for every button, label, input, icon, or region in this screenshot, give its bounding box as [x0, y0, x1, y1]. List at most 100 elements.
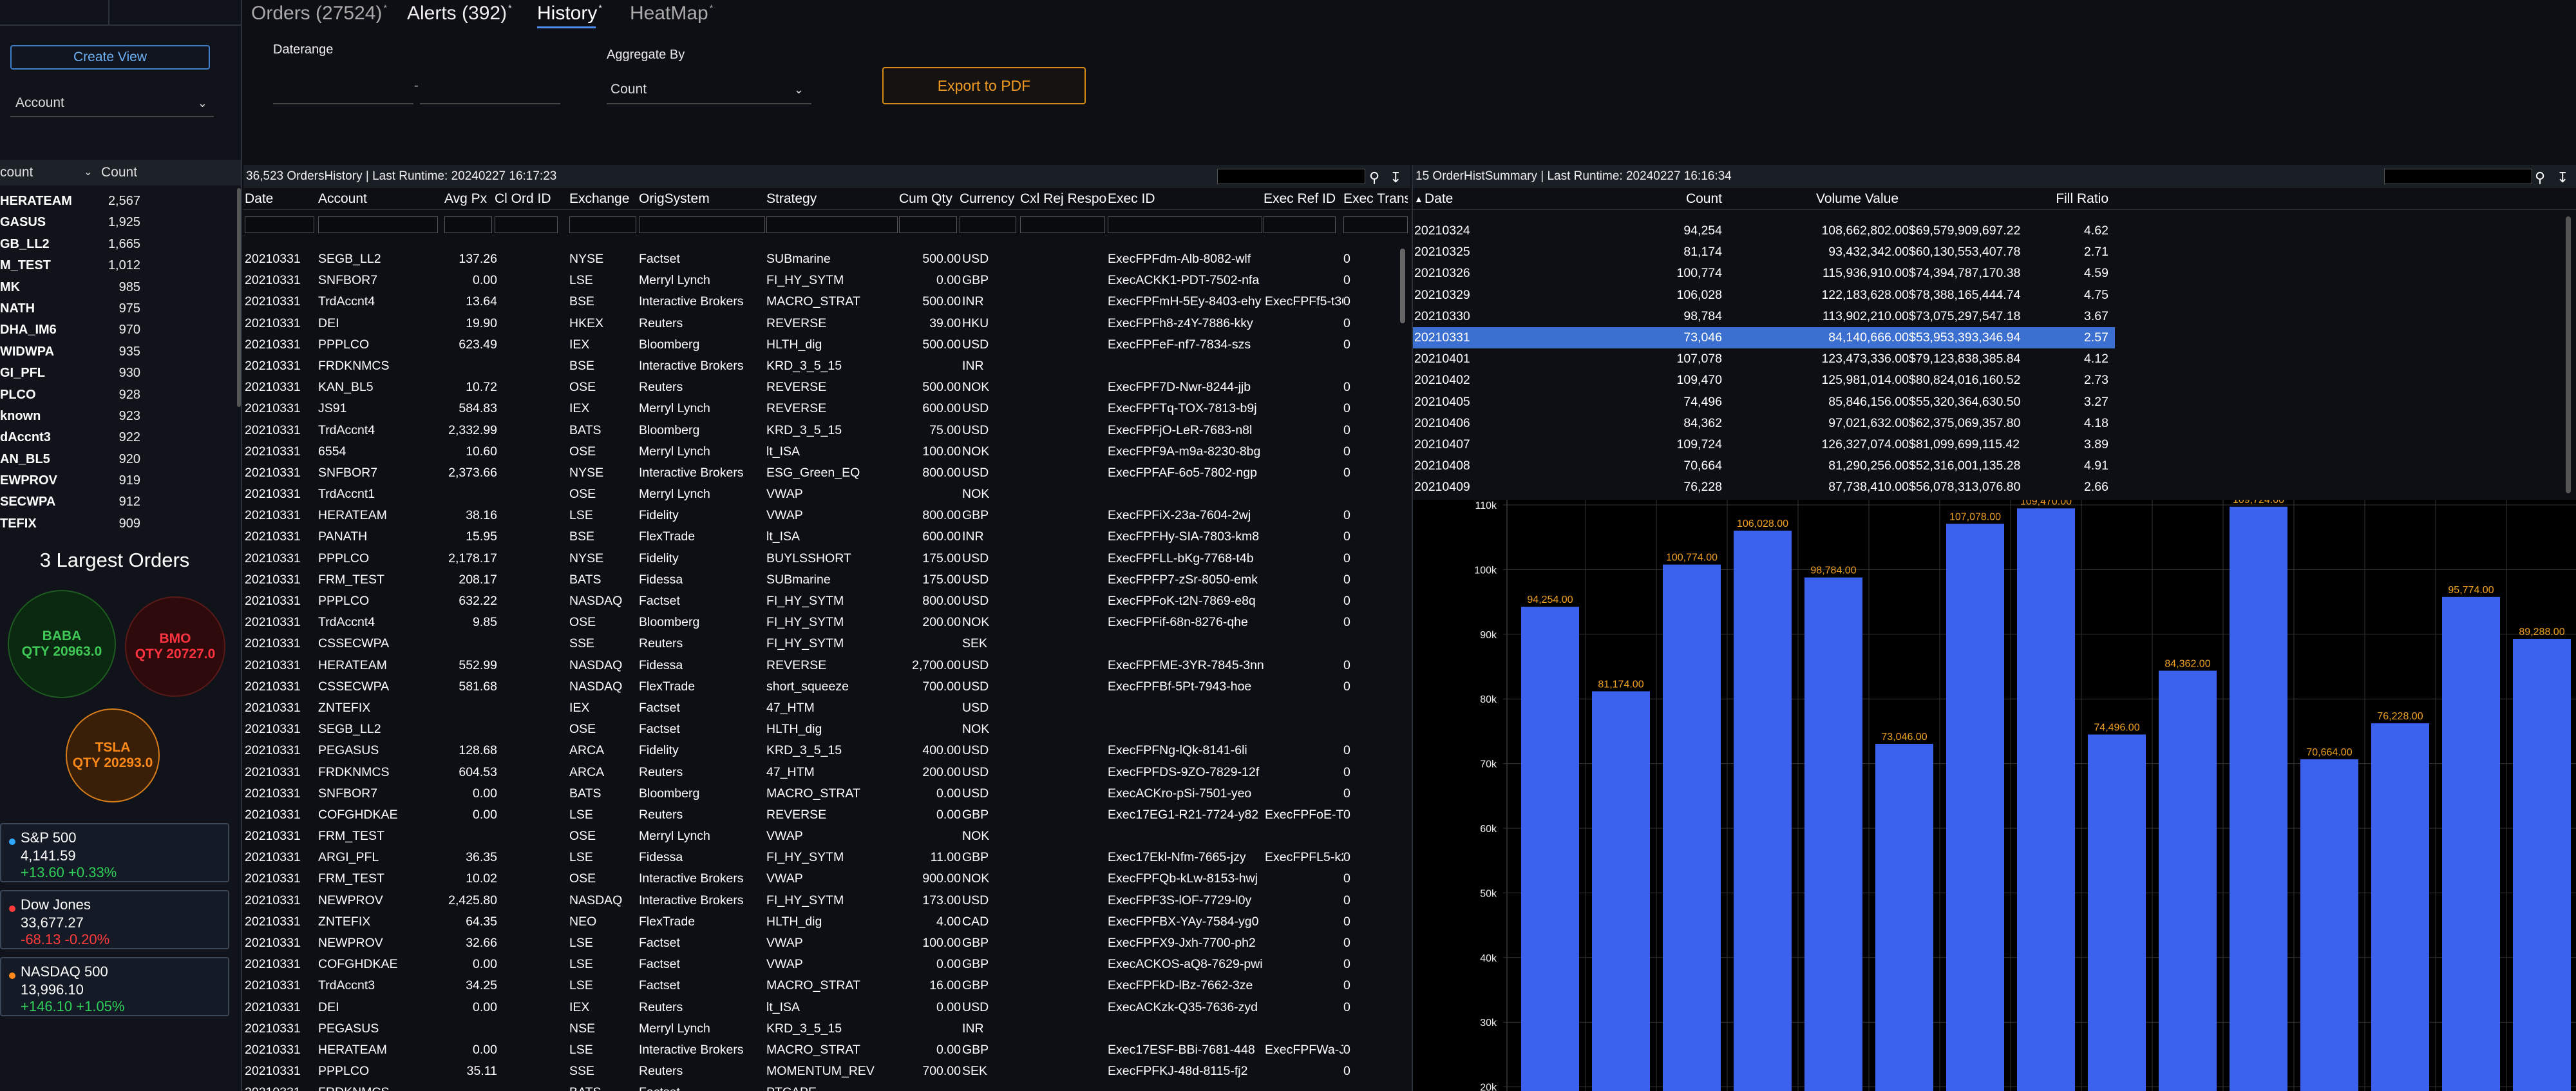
- column-header[interactable]: Date: [1425, 191, 1454, 206]
- chart-bar[interactable]: [2230, 506, 2287, 1091]
- largest-order-bubble[interactable]: TSLA QTY 20293.0: [66, 708, 160, 802]
- table-row[interactable]: 20210331 PPPLCO 623.49 IEX Bloomberg HLTH_dig…: [243, 334, 1410, 356]
- list-item[interactable]: GASUS 1,925: [0, 212, 241, 233]
- column-filter-input[interactable]: [318, 216, 438, 233]
- column-header-name[interactable]: count: [0, 165, 33, 180]
- table-row[interactable]: 20210331 NEWPROV 2,425.80 NASDAQ Interactive…: [243, 890, 1410, 911]
- history-search-input[interactable]: [1217, 169, 1365, 184]
- table-row[interactable]: 20210331 TrdAccnt1 OSE Merryl Lynch VWAP NOK: [243, 484, 1410, 505]
- chart-bar[interactable]: [1663, 564, 1721, 1091]
- table-row[interactable]: 20210325 81,174 93,432,342.00 $60,130,553,4…: [1413, 242, 2576, 263]
- table-row[interactable]: 20210331 DEI 0.00 IEX Reuters lt_ISA 0.00 USD Ex…: [243, 997, 1410, 1018]
- column-header[interactable]: Cxl Rej Respo: [1020, 191, 1107, 206]
- table-row[interactable]: 20210331 FRDKNMCS 604.53 ARCA Reuters 47_HTM 2…: [243, 762, 1410, 783]
- table-row[interactable]: 20210331 PPPLCO 35.11 SSE Reuters MOMENTUM_RE…: [243, 1061, 1410, 1082]
- aggregate-select[interactable]: Count ⌄: [607, 75, 811, 104]
- table-row[interactable]: 20210330 98,784 113,902,210.00 $73,075,297,…: [1413, 306, 2576, 327]
- column-header[interactable]: Strategy: [766, 191, 817, 206]
- column-header[interactable]: Currency: [960, 191, 1015, 206]
- table-row[interactable]: 20210331 FRM_TEST 208.17 BATS Fidessa SUBmari…: [243, 569, 1410, 591]
- list-item[interactable]: HERATEAM 2,567: [0, 191, 241, 212]
- column-filter-input[interactable]: [1343, 216, 1408, 233]
- column-header[interactable]: Date: [245, 191, 274, 206]
- column-header[interactable]: Count: [1685, 191, 1722, 206]
- table-row[interactable]: 20210331 NEWPROV 32.66 LSE Factset VWAP 100.00…: [243, 933, 1410, 954]
- column-filter-input[interactable]: [1264, 216, 1336, 233]
- chart-bar[interactable]: [2300, 759, 2358, 1091]
- list-item[interactable]: MK 985: [0, 277, 241, 298]
- table-row[interactable]: 20210408 70,664 81,290,256.00 $52,316,001,1…: [1413, 455, 2576, 477]
- table-row[interactable]: 20210331 DEI 19.90 HKEX Reuters REVERSE 39.00 H…: [243, 313, 1410, 334]
- table-row[interactable]: 20210401 107,078 123,473,336.00 $79,123,838…: [1413, 348, 2576, 370]
- table-row[interactable]: 20210324 94,254 108,662,802.00 $69,579,909,…: [1413, 220, 2576, 242]
- list-item[interactable]: NATH 975: [0, 298, 241, 319]
- chart-bar[interactable]: [1946, 524, 2004, 1091]
- column-header[interactable]: Cum Qty: [899, 191, 952, 206]
- table-row[interactable]: 20210331 HERATEAM 0.00 LSE Interactive Broke…: [243, 1039, 1410, 1061]
- table-row[interactable]: 20210331 TrdAccnt4 13.64 BSE Interactive Bro…: [243, 291, 1410, 312]
- scrollbar[interactable]: [2566, 216, 2571, 493]
- table-row[interactable]: 20210331 FRM_TEST 10.02 OSE Interactive Brok…: [243, 868, 1410, 889]
- chart-bar[interactable]: [2088, 734, 2146, 1091]
- index-card[interactable]: S&P 500 4,141.59 +13.60 +0.33%: [0, 823, 229, 882]
- table-row[interactable]: 20210331 SEGB_LL2 137.26 NYSE Factset SUBmari…: [243, 249, 1410, 270]
- table-row[interactable]: 20210331 ARGI_PFL 36.35 LSE Fidessa FI_HY_SYT…: [243, 847, 1410, 868]
- table-row[interactable]: 20210331 HERATEAM 38.16 LSE Fidelity VWAP 800.…: [243, 505, 1410, 526]
- table-row[interactable]: 20210331 73,046 84,140,666.00 $53,953,393,3…: [1413, 327, 2115, 349]
- chart-bar[interactable]: [2017, 508, 2075, 1091]
- column-filter-input[interactable]: [569, 216, 636, 233]
- download-icon[interactable]: ↧: [1390, 169, 1402, 185]
- table-row[interactable]: 20210329 106,028 122,183,628.00 $78,388,165…: [1413, 285, 2576, 306]
- column-header[interactable]: Cl Ord ID: [495, 191, 551, 206]
- table-row[interactable]: 20210331 CSSECWPA 581.68 NASDAQ FlexTrade sho…: [243, 676, 1410, 697]
- export-pdf-button[interactable]: Export to PDF: [882, 67, 1086, 104]
- table-row[interactable]: 20210326 100,774 115,936,910.00 $74,394,787…: [1413, 263, 2576, 284]
- list-item[interactable]: GB_LL2 1,665: [0, 234, 241, 255]
- column-header[interactable]: OrigSystem: [639, 191, 710, 206]
- download-icon[interactable]: ↧: [2557, 169, 2569, 185]
- column-filter-input[interactable]: [1020, 216, 1105, 233]
- date-to-input[interactable]: [420, 77, 560, 104]
- search-icon[interactable]: ⚲: [1369, 169, 1380, 185]
- tab-heatmap[interactable]: HeatMap *: [630, 3, 713, 24]
- list-item[interactable]: known 923: [0, 406, 241, 427]
- chart-bar[interactable]: [1875, 744, 1933, 1091]
- table-row[interactable]: 20210331 PEGASUS NSE Merryl Lynch KRD_3_5_15…: [243, 1018, 1410, 1039]
- table-row[interactable]: 20210331 PANATH 15.95 BSE FlexTrade lt_ISA 600…: [243, 526, 1410, 547]
- table-row[interactable]: 20210402 109,470 125,981,014.00 $80,824,016…: [1413, 370, 2576, 391]
- column-header[interactable]: Exec ID: [1108, 191, 1155, 206]
- table-row[interactable]: 20210331 SNFBOR7 0.00 LSE Merryl Lynch FI_HY_…: [243, 270, 1410, 291]
- list-item[interactable]: PLCO 928: [0, 384, 241, 406]
- table-row[interactable]: 20210331 SNFBOR7 2,373.66 NYSE Interactive B…: [243, 462, 1410, 484]
- chart-bar[interactable]: [1734, 530, 1792, 1091]
- column-filter-input[interactable]: [899, 216, 957, 233]
- list-item[interactable]: SECWPA 912: [0, 491, 241, 513]
- table-row[interactable]: 20210331 ZNTEFIX IEX Factset 47_HTM USD: [243, 697, 1410, 719]
- table-row[interactable]: 20210331 FRM_TEST OSE Merryl Lynch VWAP NOK: [243, 826, 1410, 847]
- table-row[interactable]: 20210407 109,724 126,327,074.00 $81,099,699…: [1413, 434, 2576, 455]
- column-filter-input[interactable]: [960, 216, 1016, 233]
- chart-bar[interactable]: [1804, 577, 1862, 1091]
- column-header[interactable]: Exec Ref ID: [1264, 191, 1336, 206]
- table-row[interactable]: 20210331 FRDKNMCS BSE Interactive Brokers KR…: [243, 356, 1410, 377]
- table-row[interactable]: 20210331 TrdAccnt3 34.25 LSE Factset MACRO_ST…: [243, 975, 1410, 996]
- sort-asc-icon[interactable]: ▲: [1414, 194, 1423, 204]
- chart-bar[interactable]: [1521, 607, 1579, 1091]
- column-header[interactable]: Exec Trans: [1343, 191, 1408, 206]
- column-header[interactable]: Fill Ratio: [2056, 191, 2108, 206]
- chart-bar[interactable]: [2513, 638, 2571, 1091]
- column-header[interactable]: Avg Px: [444, 191, 488, 206]
- table-row[interactable]: 20210331 SEGB_LL2 OSE Factset HLTH_dig NOK: [243, 719, 1410, 740]
- list-item[interactable]: M_TEST 1,012: [0, 255, 241, 276]
- table-row[interactable]: 20210409 76,228 87,738,410.00 $56,078,313,0…: [1413, 477, 2576, 498]
- summary-search-input[interactable]: [2384, 169, 2532, 184]
- list-item[interactable]: dAccnt3 922: [0, 427, 241, 448]
- sort-desc-icon[interactable]: ⌄: [84, 167, 93, 178]
- table-row[interactable]: 20210331 6554 10.60 OSE Merryl Lynch lt_ISA 10…: [243, 441, 1410, 462]
- largest-order-bubble[interactable]: BABA QTY 20963.0: [8, 590, 116, 698]
- tab-alerts[interactable]: Alerts (392) *: [407, 3, 512, 24]
- list-item[interactable]: WIDWPA 935: [0, 341, 241, 363]
- table-row[interactable]: 20210331 ZNTEFIX 64.35 NEO FlexTrade HLTH_dig…: [243, 911, 1410, 933]
- table-row[interactable]: 20210405 74,496 85,846,156.00 $55,320,364,6…: [1413, 392, 2576, 413]
